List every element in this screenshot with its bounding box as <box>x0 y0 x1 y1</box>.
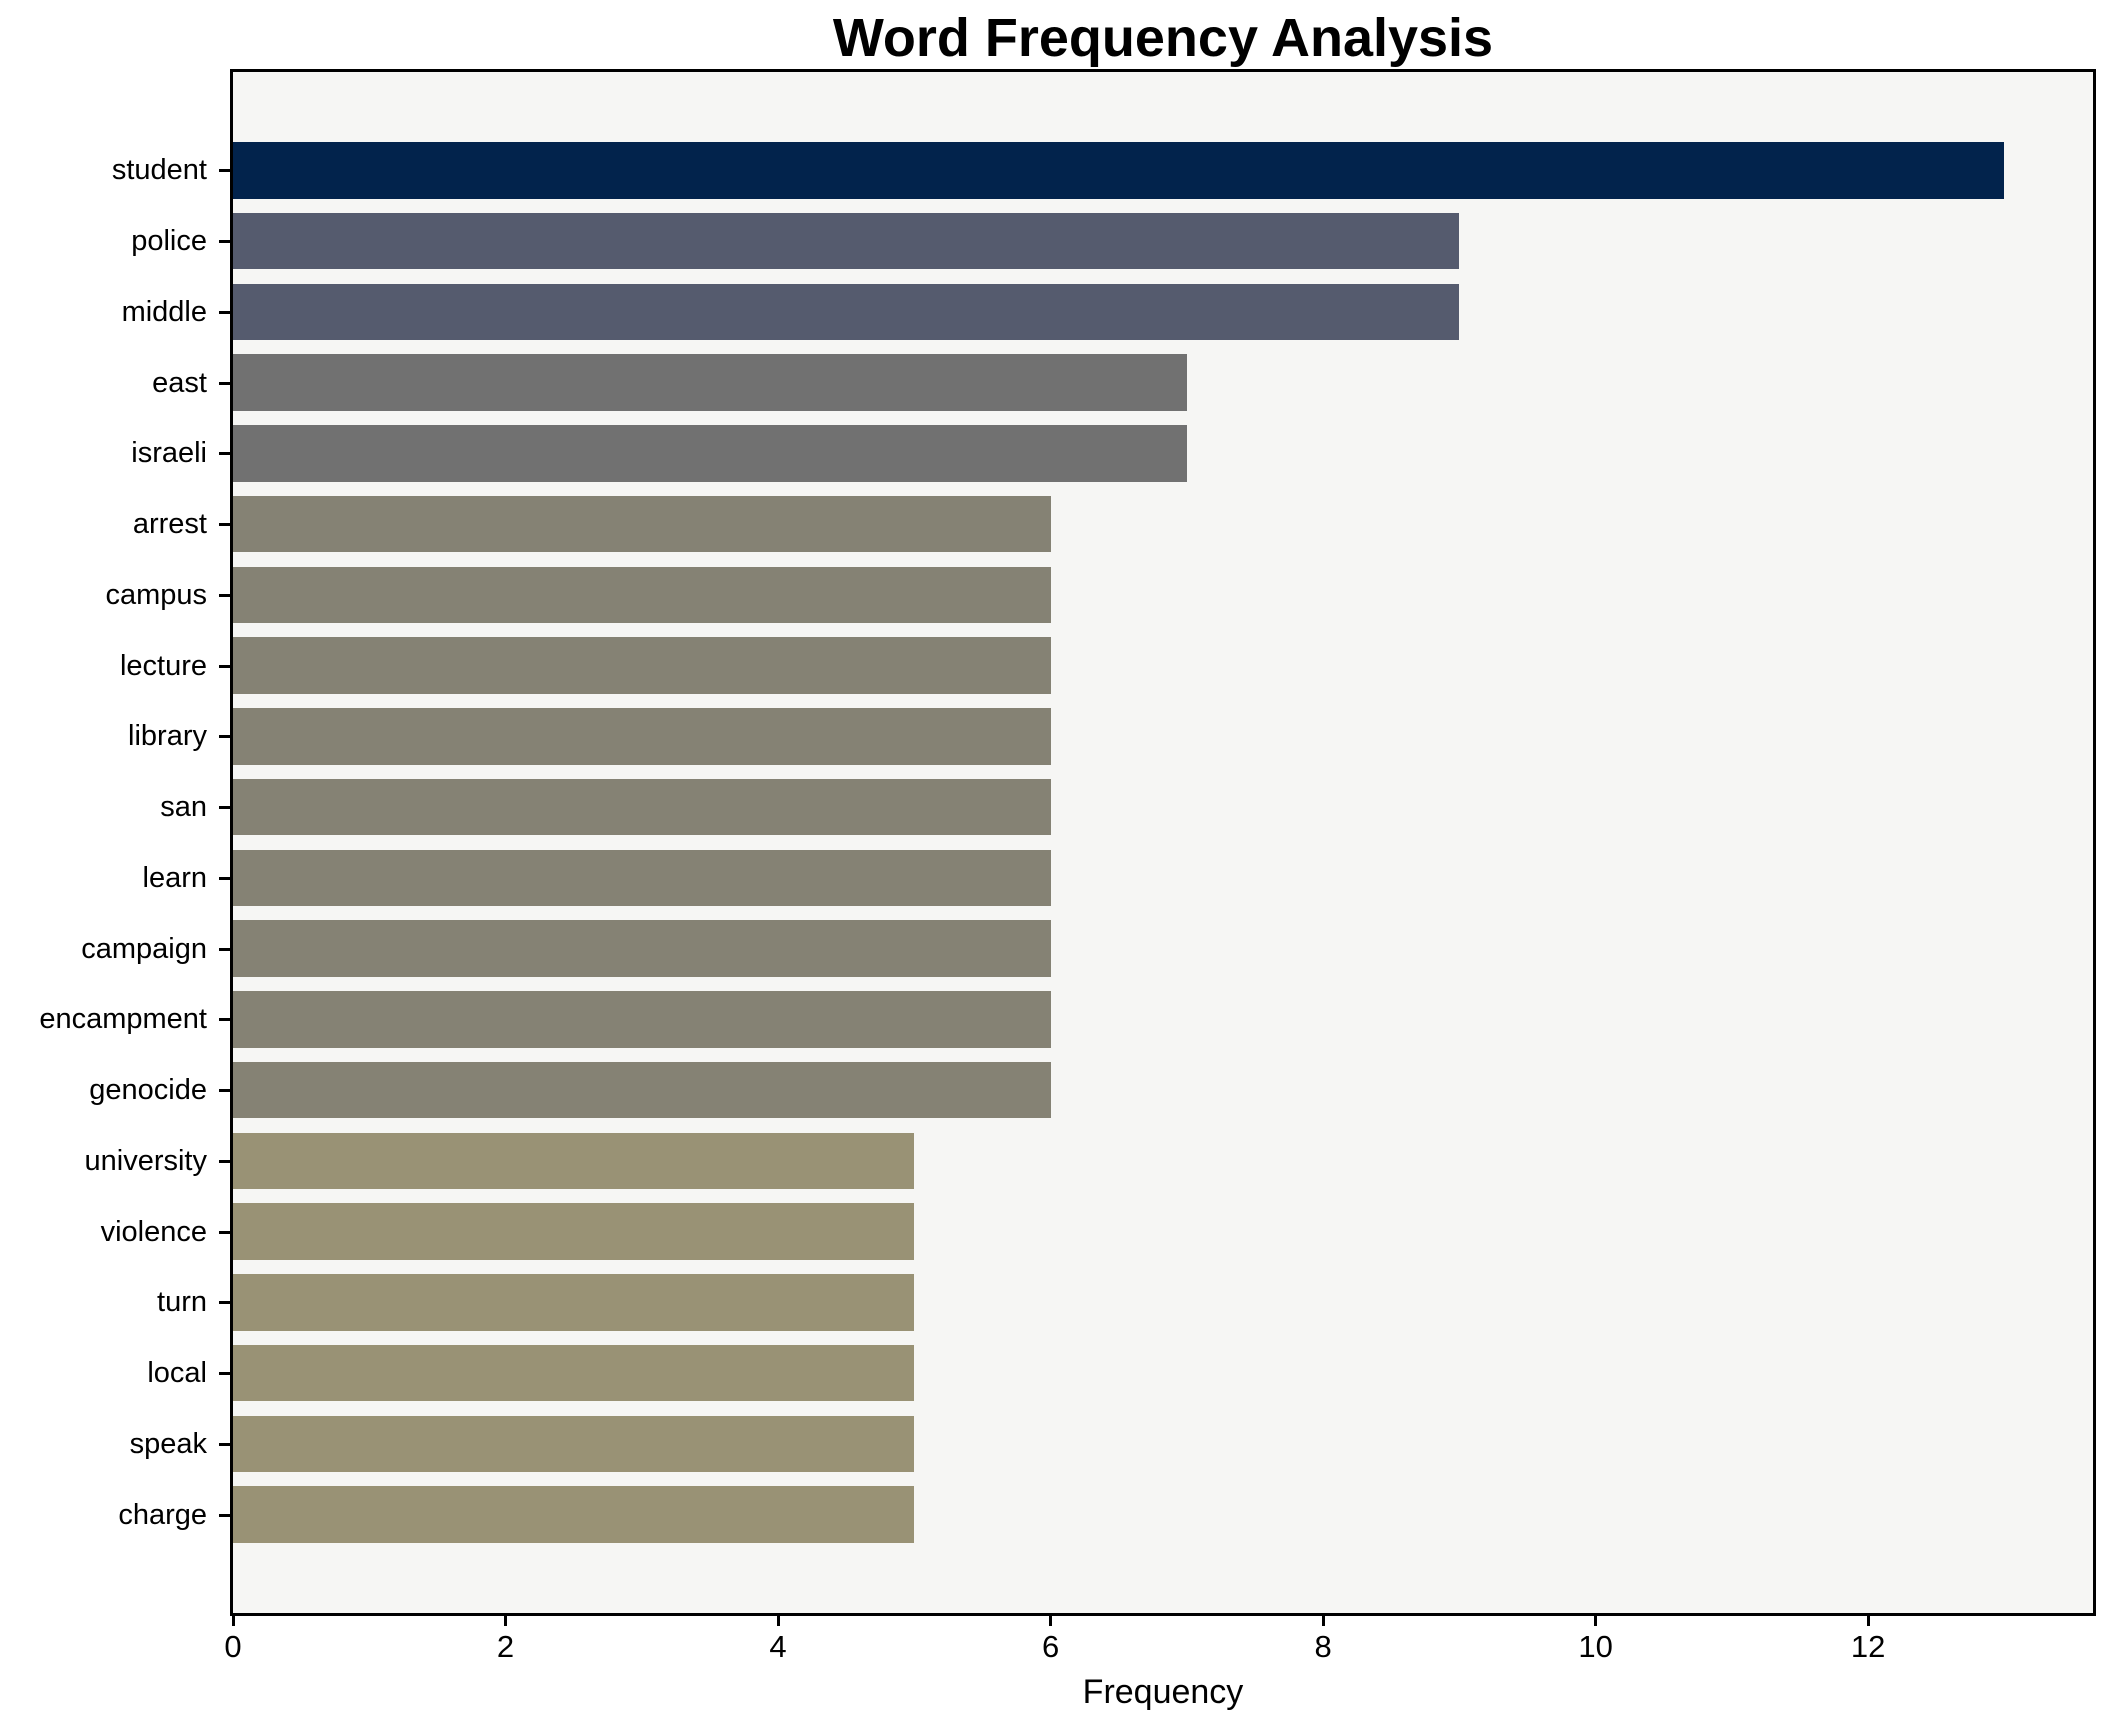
x-tick-mark <box>1321 1616 1325 1626</box>
x-tick-mark <box>504 1616 508 1626</box>
y-tick-mark <box>219 1442 230 1446</box>
y-tick-mark <box>219 806 230 810</box>
x-tick-label: 6 <box>1041 1629 1060 1664</box>
bar-speak <box>233 1415 915 1473</box>
y-tick-mark <box>219 310 230 314</box>
bar-lecture <box>233 637 1051 694</box>
x-tick-mark <box>776 1616 780 1626</box>
bar-encampment <box>233 991 1051 1048</box>
y-tick-mark <box>219 452 230 456</box>
x-tick-label: 8 <box>1314 1629 1332 1664</box>
y-tick-mark <box>219 1301 230 1305</box>
y-tick-mark <box>219 876 230 880</box>
bar-police <box>233 212 1460 270</box>
y-tick-label: israeli <box>131 437 207 470</box>
bar-learn <box>233 849 1051 907</box>
y-tick-label: genocide <box>89 1074 207 1107</box>
x-tick-mark <box>1049 1616 1053 1626</box>
x-tick-label: 2 <box>496 1629 515 1664</box>
y-tick-label: campaign <box>81 932 207 965</box>
y-tick-label: speak <box>129 1427 207 1460</box>
y-tick-mark <box>219 664 230 668</box>
y-tick-mark <box>219 169 230 173</box>
bar-israeli <box>233 425 1187 482</box>
y-tick-label: lecture <box>119 649 207 682</box>
y-tick-mark <box>219 947 230 951</box>
y-tick-label: local <box>147 1357 207 1390</box>
y-tick-mark <box>219 381 230 385</box>
bar-student <box>233 142 2005 199</box>
y-tick-mark <box>219 1230 230 1234</box>
bar-local <box>233 1344 915 1402</box>
x-tick-label: 0 <box>224 1629 242 1664</box>
plot-area <box>230 69 2096 1616</box>
bar-university <box>233 1132 915 1190</box>
y-tick-mark <box>219 1372 230 1376</box>
bar-genocide <box>233 1061 1051 1119</box>
x-tick-label: 12 <box>1850 1629 1886 1664</box>
y-tick-label: student <box>111 154 207 187</box>
y-tick-label: encampment <box>39 1003 207 1036</box>
bar-library <box>233 708 1051 765</box>
y-tick-label: san <box>160 791 207 824</box>
y-tick-label: police <box>131 225 207 258</box>
y-tick-label: library <box>128 720 207 753</box>
x-tick-mark <box>1866 1616 1870 1626</box>
x-tick-mark <box>231 1616 235 1626</box>
y-tick-label: charge <box>118 1498 207 1531</box>
x-tick-mark <box>1594 1616 1598 1626</box>
y-tick-label: middle <box>121 295 207 328</box>
bar-turn <box>233 1274 915 1331</box>
y-tick-mark <box>219 1513 230 1517</box>
y-tick-label: campus <box>105 578 207 611</box>
bar-san <box>233 778 1051 836</box>
x-tick-label: 4 <box>769 1629 787 1664</box>
y-tick-label: university <box>84 1144 208 1177</box>
y-tick-mark <box>219 1018 230 1022</box>
y-tick-mark <box>219 240 230 244</box>
bar-middle <box>233 283 1460 341</box>
chart-title: Word Frequency Analysis <box>832 8 1494 68</box>
y-tick-mark <box>219 523 230 527</box>
bar-campus <box>233 566 1051 624</box>
y-tick-label: east <box>152 366 207 399</box>
x-tick-label: 10 <box>1578 1629 1613 1664</box>
y-tick-label: violence <box>100 1215 207 1248</box>
x-axis-label: Frequency <box>1082 1673 1244 1711</box>
y-tick-mark <box>219 735 230 739</box>
y-tick-mark <box>219 593 230 597</box>
y-tick-label: learn <box>142 861 208 894</box>
bar-violence <box>233 1203 915 1260</box>
y-tick-label: turn <box>157 1286 207 1319</box>
bar-charge <box>233 1486 915 1543</box>
bar-arrest <box>233 495 1051 553</box>
y-tick-label: arrest <box>132 508 207 541</box>
y-tick-mark <box>219 1159 230 1163</box>
bar-campaign <box>233 920 1051 977</box>
y-tick-mark <box>219 1089 230 1093</box>
bar-east <box>233 354 1187 411</box>
